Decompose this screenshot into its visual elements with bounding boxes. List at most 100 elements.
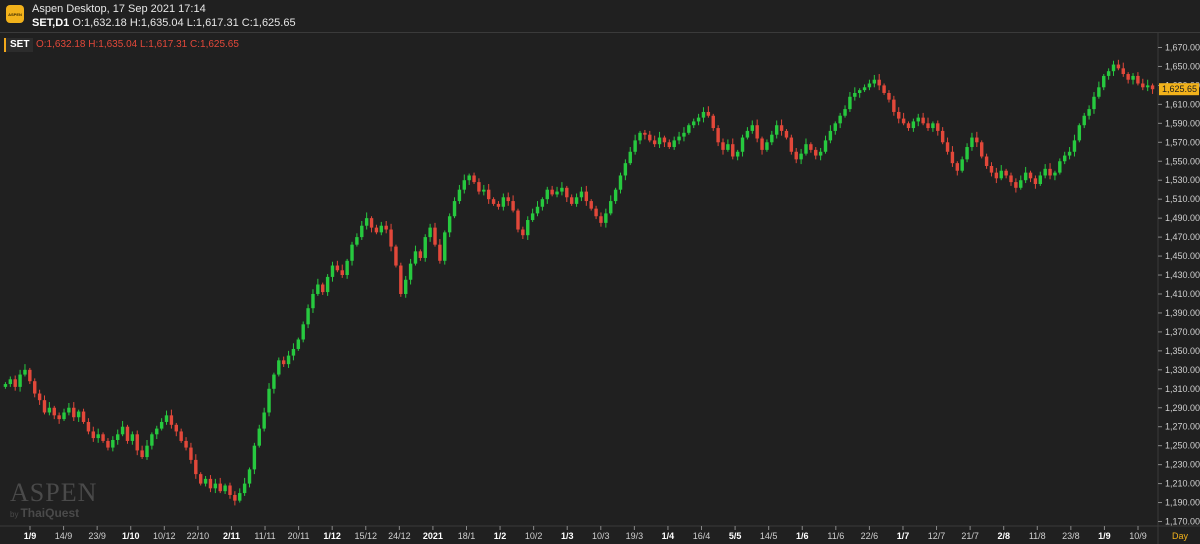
candlestick-chart[interactable]: 1,670.001,650.001,630.001,610.001,590.00… (0, 33, 1200, 544)
candle-body (57, 415, 61, 420)
candle-body (814, 149, 818, 156)
x-tick-label: 24/12 (388, 531, 411, 541)
candle-body (350, 244, 354, 261)
candle-body (677, 136, 681, 141)
candle-body (931, 123, 935, 129)
app-title: Aspen Desktop, 17 Sep 2021 17:14 (32, 3, 206, 15)
candle-body (116, 434, 120, 440)
candle-body (1004, 170, 1008, 176)
candle-body (203, 478, 208, 484)
legend-symbol[interactable]: SET (4, 38, 34, 52)
candle-body (530, 213, 535, 221)
candle-body (369, 218, 374, 228)
candle-body (335, 265, 340, 271)
candle-body (1072, 140, 1077, 152)
candle-body (565, 187, 569, 198)
y-tick-label: 1,290.00 (1165, 403, 1200, 413)
candle-body (823, 140, 828, 152)
x-tick-label: 14/5 (760, 531, 778, 541)
candle-body (18, 374, 22, 387)
watermark-partner-name: ThaiQuest (20, 506, 80, 520)
x-tick-label: 1/3 (561, 531, 574, 541)
candle-body (770, 134, 774, 143)
candle-body (916, 117, 920, 122)
candle-body (980, 142, 984, 157)
candle-body (213, 483, 218, 489)
candle-body (130, 434, 135, 441)
title-bar: ASPEN Aspen Desktop, 17 Sep 2021 17:14 S… (0, 0, 1200, 32)
candle-body (652, 140, 657, 145)
x-tick-label: 16/4 (693, 531, 711, 541)
candle-body (233, 494, 237, 501)
candle-body (735, 151, 740, 157)
candle-body (1019, 180, 1023, 188)
candle-body (257, 428, 261, 446)
candle-body (940, 130, 945, 143)
candle-body (52, 407, 56, 416)
candle-body (179, 431, 183, 441)
candle-body (467, 175, 471, 181)
candle-body (975, 137, 979, 143)
candle-body (1136, 75, 1140, 84)
candle-body (316, 284, 320, 294)
candle-body (155, 428, 159, 435)
candle-body (281, 360, 286, 365)
candle-body (692, 121, 696, 126)
x-tick-label: 10/2 (525, 531, 543, 541)
candle-body (794, 151, 798, 160)
candle-body (1092, 96, 1096, 110)
candle-body (521, 229, 525, 236)
candle-body (862, 87, 867, 91)
x-tick-label: 22/10 (187, 531, 210, 541)
candle-body (447, 216, 452, 233)
candle-body (594, 208, 598, 217)
candle-body (37, 393, 42, 401)
x-tick-label: 14/9 (55, 531, 73, 541)
x-tick-label: 2/8 (997, 531, 1010, 541)
aspen-logo-icon: ASPEN (6, 5, 24, 23)
y-tick-label: 1,230.00 (1165, 460, 1200, 470)
candle-body (638, 132, 642, 141)
candle-body (28, 369, 32, 382)
candle-body (589, 201, 593, 209)
candle-body (1141, 83, 1145, 88)
candle-body (897, 111, 901, 119)
candle-body (1097, 87, 1101, 97)
candle-body (184, 440, 188, 448)
candle-body (418, 251, 423, 258)
candle-body (936, 123, 940, 131)
candle-body (62, 412, 66, 420)
candle-body (731, 144, 735, 157)
candle-body (1067, 151, 1072, 156)
candle-body (208, 478, 213, 489)
candle-body (711, 115, 715, 129)
candle-body (1053, 172, 1057, 176)
candle-body (569, 197, 574, 204)
candle-body (1023, 172, 1028, 181)
candle-body (945, 142, 950, 152)
y-tick-label: 1,310.00 (1165, 384, 1200, 394)
legend-ohlc-values: O:1,632.18 H:1,635.04 L:1,617.31 C:1,625… (36, 39, 239, 50)
x-tick-label: 11/11 (254, 531, 275, 541)
candle-body (1106, 71, 1111, 76)
candle-body (1038, 175, 1042, 185)
candle-body (955, 163, 960, 171)
candle-body (399, 265, 403, 294)
candle-body (291, 348, 296, 356)
candle-body (125, 426, 130, 441)
candle-body (892, 99, 896, 112)
candle-body (106, 440, 110, 448)
candle-body (667, 142, 672, 148)
candle-body (413, 251, 418, 264)
candle-body (994, 172, 999, 179)
candle-body (872, 79, 877, 84)
candle-body (545, 189, 549, 200)
candle-body (486, 189, 491, 200)
y-tick-label: 1,410.00 (1165, 289, 1200, 299)
candle-body (574, 197, 579, 204)
candle-body (247, 469, 252, 484)
candle-body (657, 137, 662, 145)
candle-body (877, 79, 881, 86)
candle-body (379, 225, 384, 233)
candle-body (555, 191, 559, 195)
